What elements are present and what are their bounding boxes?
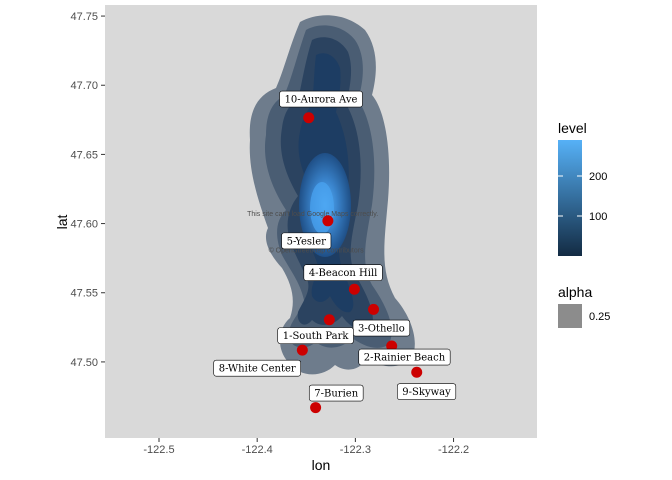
point-label: 2-Rainier Beach <box>358 348 451 366</box>
legend-tick-label: 100 <box>589 211 607 223</box>
y-tick-label: 47.60 <box>70 219 98 231</box>
data-point <box>322 215 334 227</box>
x-tick-label: -122.2 <box>438 444 469 456</box>
point-label-text: 4-Beacon Hill <box>309 268 378 279</box>
y-tick-label: 47.70 <box>70 80 98 92</box>
density-contours <box>249 15 415 375</box>
y-axis-title: lat <box>54 215 70 230</box>
point-label-text: 5-Yesler <box>287 236 327 247</box>
legend-alpha-title: alpha <box>558 284 592 300</box>
y-tick-label: 47.75 <box>70 11 98 23</box>
point-label-box <box>277 327 354 344</box>
data-point <box>296 344 308 356</box>
legend-level-ticks: 100 200 <box>558 171 607 223</box>
map-tile-text: This site can't load Google Maps correct… <box>247 211 378 218</box>
x-axis: -122.5 -122.4 -122.3 -122.2 <box>143 438 469 456</box>
data-point <box>368 303 380 315</box>
point-label: 8-White Center <box>213 359 301 377</box>
point-label-box <box>397 383 457 400</box>
data-point <box>386 340 398 352</box>
density-core-highlight <box>310 182 334 234</box>
point-label-text: 8-White Center <box>219 364 296 375</box>
data-point <box>411 366 423 378</box>
point-label: 9-Skyway <box>397 383 457 400</box>
y-tick-label: 47.50 <box>70 357 98 369</box>
x-tick-label: -122.3 <box>340 444 371 456</box>
point-label-text: 10-Aurora Ave <box>285 95 358 106</box>
point-label: 3-Othello <box>352 319 411 337</box>
data-point <box>348 283 360 295</box>
point-label-text: 2-Rainier Beach <box>364 353 446 364</box>
y-axis: 47.50 47.55 47.60 47.65 47.70 47.75 <box>70 11 105 369</box>
legend-level-colorbar <box>558 140 582 256</box>
point-label-box <box>213 359 301 377</box>
point-label-text: 7-Burien <box>314 389 358 400</box>
data-point <box>323 314 335 326</box>
legend-alpha-label: 0.25 <box>589 311 610 323</box>
point-label-text: 1-South Park <box>283 331 350 342</box>
point-label: 7-Burien <box>308 384 364 402</box>
labels-layer: 10-Aurora Ave 5-Yesler 4-Beacon Hill 3-Othe… <box>213 90 457 402</box>
point-label: 4-Beacon Hill <box>303 264 383 281</box>
point-label-box <box>281 232 332 250</box>
point-label-box <box>308 384 364 402</box>
point-label: 5-Yesler <box>281 232 332 250</box>
y-tick-label: 47.65 <box>70 149 98 161</box>
data-point <box>303 112 315 124</box>
x-tick-label: -122.4 <box>242 444 273 456</box>
legend-alpha: alpha 0.25 <box>558 284 610 328</box>
point-label: 1-South Park <box>277 327 354 344</box>
point-label-box <box>358 348 451 366</box>
x-axis-title: lon <box>312 457 331 473</box>
points-layer <box>296 112 423 414</box>
point-label-text: 9-Skyway <box>402 387 451 398</box>
map-tile-text: © OpenStreetMap contributors <box>269 247 365 255</box>
point-label-text: 3-Othello <box>358 324 405 335</box>
data-point <box>310 402 322 414</box>
x-tick-label: -122.5 <box>143 444 174 456</box>
map-text-layer: This site can't load Google Maps correct… <box>247 211 378 255</box>
y-tick-label: 47.55 <box>70 288 98 300</box>
legend-alpha-swatch <box>558 304 582 328</box>
legend-tick-label: 200 <box>589 171 607 183</box>
point-label: 10-Aurora Ave <box>279 90 363 108</box>
legend-level-title: level <box>558 120 587 136</box>
legend-level: level 100 200 <box>558 120 607 256</box>
point-label-box <box>279 90 363 108</box>
point-label-box <box>303 264 383 281</box>
